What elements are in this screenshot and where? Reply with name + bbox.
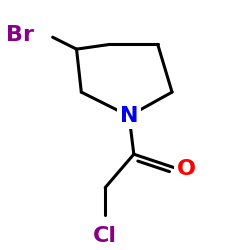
- Text: O: O: [177, 158, 196, 178]
- Text: Cl: Cl: [93, 226, 117, 246]
- Text: N: N: [120, 106, 138, 126]
- Text: Br: Br: [6, 25, 34, 45]
